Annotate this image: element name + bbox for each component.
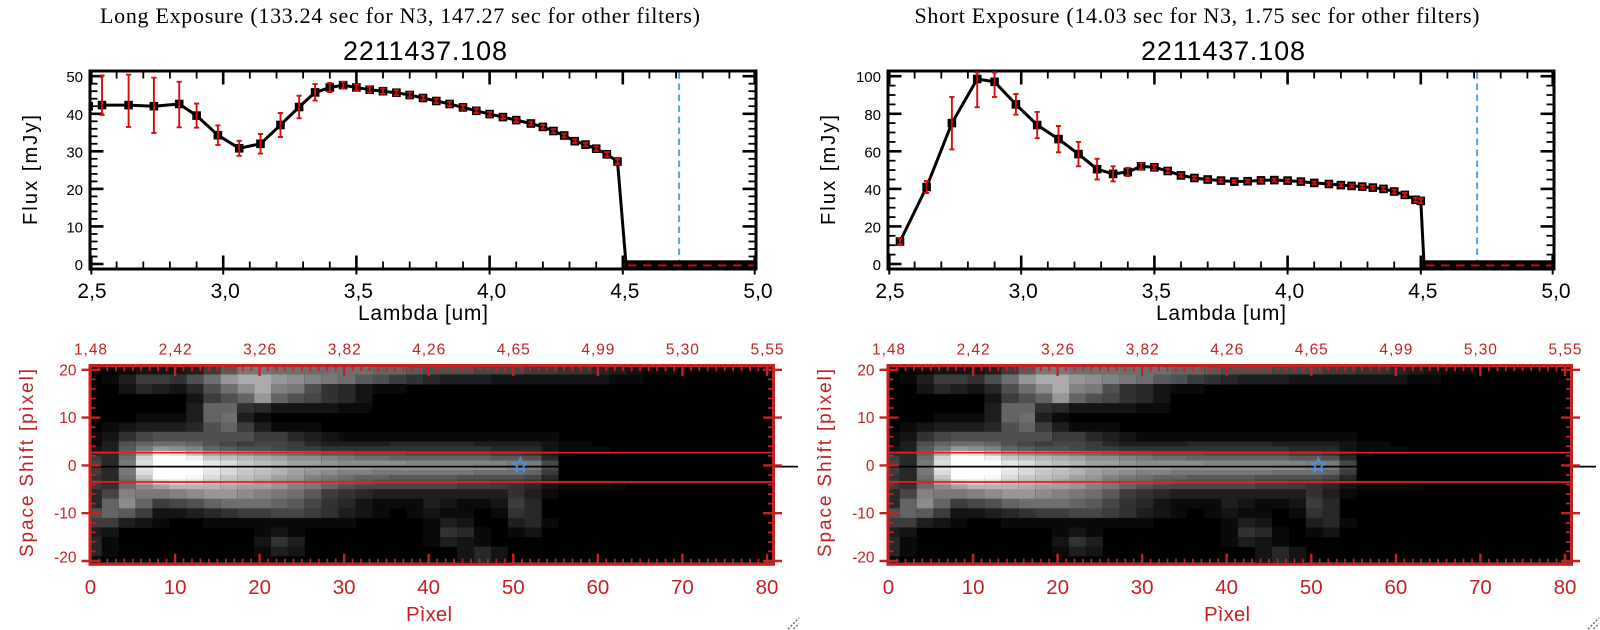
svg-text:50: 50: [502, 576, 525, 599]
svg-text:2,5: 2,5: [875, 280, 904, 303]
svg-text:5,30: 5,30: [666, 342, 699, 359]
svg-text:3,82: 3,82: [328, 342, 361, 359]
svg-text:2211437.108: 2211437.108: [343, 36, 507, 66]
svg-text:4,0: 4,0: [477, 280, 506, 303]
svg-text:60: 60: [864, 144, 881, 161]
svg-text:5,0: 5,0: [1541, 280, 1570, 303]
svg-text:3,5: 3,5: [1142, 280, 1171, 303]
svg-text:30: 30: [333, 576, 356, 599]
svg-text:100: 100: [856, 69, 881, 86]
svg-text:4,65: 4,65: [497, 342, 530, 359]
svg-text:Flux [mJy]: Flux [mJy]: [818, 115, 840, 225]
svg-text:5,0: 5,0: [743, 280, 772, 303]
svg-text:2211437.108: 2211437.108: [1141, 36, 1305, 66]
svg-text:40: 40: [417, 576, 440, 599]
svg-text:4,5: 4,5: [610, 280, 639, 303]
svg-text:20: 20: [66, 182, 83, 199]
svg-text:10: 10: [59, 410, 77, 427]
svg-text:Long Exposure (133.24 sec for: Long Exposure (133.24 sec for N3, 147.27…: [100, 3, 700, 28]
svg-text:Lambda [um]: Lambda [um]: [358, 302, 488, 325]
svg-text:Flux [mJy]: Flux [mJy]: [20, 115, 42, 225]
svg-text:50: 50: [66, 69, 83, 86]
svg-text:2,5: 2,5: [77, 280, 106, 303]
svg-text:3,0: 3,0: [211, 280, 240, 303]
svg-text:40: 40: [66, 107, 83, 124]
svg-text:2,42: 2,42: [159, 342, 192, 359]
svg-text:4,99: 4,99: [581, 342, 614, 359]
svg-text:Lambda [um]: Lambda [um]: [1156, 302, 1286, 325]
svg-text:Space Shìft [pìxel]: Space Shìft [pìxel]: [17, 369, 38, 557]
svg-text:80: 80: [864, 107, 881, 124]
svg-text:-10: -10: [54, 506, 77, 523]
svg-text:10: 10: [66, 219, 83, 236]
svg-text:4,0: 4,0: [1275, 280, 1304, 303]
svg-text:60: 60: [586, 576, 609, 599]
svg-text:3,5: 3,5: [344, 280, 373, 303]
svg-text:3,0: 3,0: [1009, 280, 1038, 303]
svg-text:4,26: 4,26: [412, 342, 445, 359]
svg-text:-20: -20: [54, 550, 77, 567]
svg-text:4,5: 4,5: [1408, 280, 1437, 303]
svg-text:10: 10: [164, 576, 187, 599]
svg-text:0: 0: [75, 257, 83, 274]
svg-text:0: 0: [85, 576, 96, 599]
svg-text:3,26: 3,26: [243, 342, 276, 359]
svg-text:5,55: 5,55: [751, 342, 784, 359]
svg-text:40: 40: [864, 182, 881, 199]
svg-text:20: 20: [248, 576, 271, 599]
svg-text:30: 30: [66, 144, 83, 161]
svg-text:1,48: 1,48: [74, 342, 107, 359]
svg-text:20: 20: [59, 362, 77, 379]
svg-text:80: 80: [756, 576, 779, 599]
svg-text:70: 70: [671, 576, 694, 599]
svg-text:0: 0: [873, 257, 881, 274]
svg-text:0: 0: [68, 458, 77, 475]
svg-text:20: 20: [864, 219, 881, 236]
svg-text:Short Exposure (14.03 sec for: Short Exposure (14.03 sec for N3, 1.75 s…: [915, 3, 1480, 28]
svg-text:Pìxel: Pìxel: [406, 603, 452, 626]
